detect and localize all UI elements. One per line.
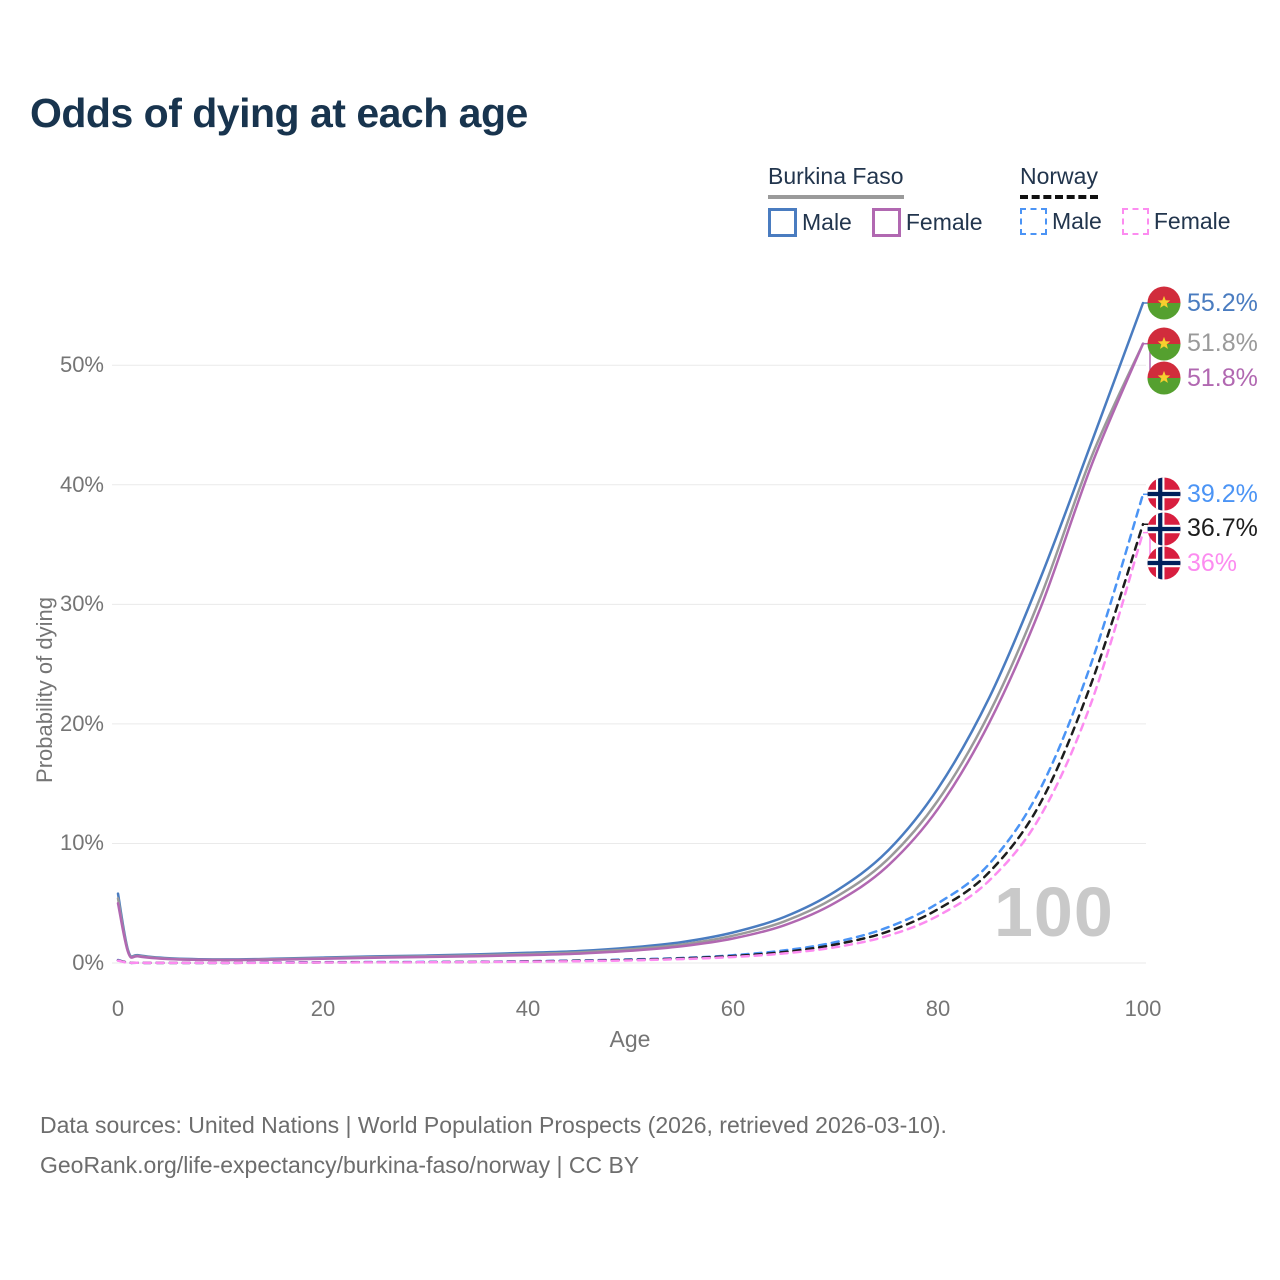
end-value-label: 51.8%: [1187, 329, 1258, 358]
legend-item-burkina-faso-male[interactable]: Male: [768, 208, 852, 237]
legend-item-label: Male: [1052, 208, 1102, 234]
y-tick-label: 20%: [59, 710, 104, 736]
legend-item-label: Female: [905, 209, 983, 235]
checkbox-icon[interactable]: [768, 208, 797, 237]
y-axis-title: Probability of dying: [32, 597, 57, 783]
series-line-burkina-faso-female: [116, 342, 1145, 962]
footer: Data sources: United Nations | World Pop…: [40, 1105, 947, 1185]
norway-flag-icon: [1147, 512, 1181, 546]
page-title: Odds of dying at each age: [30, 90, 528, 136]
legend-country-label: Burkina Faso: [768, 163, 904, 199]
x-tick-label: 0: [111, 996, 125, 1021]
y-tick-label: 30%: [59, 591, 104, 617]
legend-items: Male Female: [768, 208, 983, 237]
end-value-label: 36%: [1187, 548, 1238, 577]
series-line-burkina-faso-both: [116, 342, 1145, 962]
hover-age-watermark: 100: [994, 873, 1114, 951]
x-tick-label: 40: [515, 996, 541, 1021]
legend-items: Male Female: [1020, 208, 1231, 235]
x-tick-label: 20: [310, 996, 336, 1021]
end-label-row-norway-male: 39.2%: [1147, 477, 1258, 511]
legend-country-label: Norway: [1020, 163, 1098, 199]
norway-flag-icon: [1147, 477, 1181, 511]
y-tick-label: 50%: [59, 352, 104, 378]
series-line-norway-both: [116, 522, 1145, 965]
series-line-burkina-faso-male: [116, 301, 1145, 961]
checkbox-icon[interactable]: [1121, 208, 1149, 235]
series-line-norway-female: [116, 531, 1145, 965]
end-value-label: 39.2%: [1187, 479, 1258, 508]
legend-item-burkina-faso-female[interactable]: Female: [871, 208, 983, 237]
legend-group-burkina-faso: Burkina Faso Male Female: [768, 163, 983, 237]
end-label-row-burkina-faso-male: 55.2%: [1147, 286, 1258, 320]
x-tick-label: 100: [1124, 996, 1162, 1021]
end-label-row-norway-both: 36.7%: [1147, 512, 1258, 546]
legend-item-label: Female: [1153, 208, 1231, 234]
end-value-label: 51.8%: [1187, 363, 1258, 392]
legend-item-norway-female[interactable]: Female: [1121, 208, 1231, 235]
end-value-label: 55.2%: [1187, 288, 1258, 317]
burkina-faso-flag-icon: [1147, 286, 1181, 320]
legend-item-norway-male[interactable]: Male: [1020, 208, 1102, 235]
burkina-faso-flag-icon: [1147, 327, 1181, 361]
attribution-line: GeoRank.org/life-expectancy/burkina-faso…: [40, 1152, 640, 1178]
legend-item-label: Male: [802, 209, 852, 235]
x-tick-label: 60: [720, 996, 746, 1021]
x-axis-title: Age: [609, 1026, 651, 1052]
norway-flag-icon: [1147, 546, 1181, 580]
end-label-row-burkina-faso-female: 51.8%: [1147, 361, 1258, 395]
series-line-norway-male: [116, 493, 1145, 965]
end-value-label: 36.7%: [1187, 514, 1258, 543]
checkbox-icon[interactable]: [871, 208, 901, 237]
y-tick-label: 10%: [59, 830, 104, 856]
y-tick-label: 0%: [72, 950, 104, 975]
legend-group-norway: Norway Male Female: [1020, 163, 1231, 235]
x-tick-label: 80: [925, 996, 951, 1021]
end-label-row-norway-female: 36%: [1147, 546, 1237, 580]
data-sources-line: Data sources: United Nations | World Pop…: [40, 1112, 947, 1138]
checkbox-icon[interactable]: [1020, 208, 1047, 235]
y-tick-label: 40%: [59, 471, 104, 497]
burkina-faso-flag-icon: [1147, 361, 1181, 395]
end-label-row-burkina-faso-both: 51.8%: [1147, 327, 1258, 361]
